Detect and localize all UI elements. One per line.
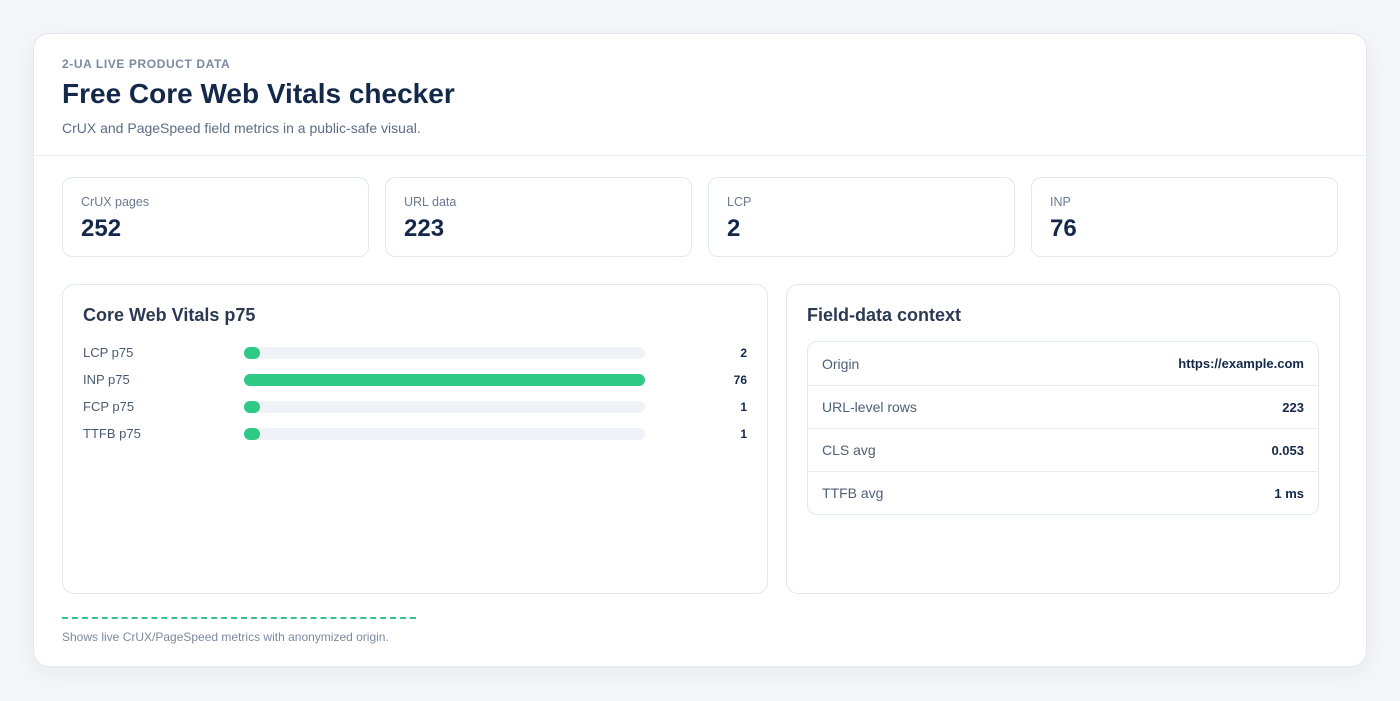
stat-card-inp: INP 76 xyxy=(1031,177,1338,257)
context-row-origin: Origin https://example.com xyxy=(808,342,1318,385)
stat-value: 223 xyxy=(404,215,445,242)
stat-label: LCP xyxy=(727,195,752,209)
stat-value: 76 xyxy=(1050,215,1077,242)
stats-row: CrUX pages 252 URL data 223 LCP 2 INP 76 xyxy=(62,177,1340,257)
bar-row-inp: INP p75 76 xyxy=(83,366,747,393)
bar-row-lcp: LCP p75 2 xyxy=(83,339,747,366)
context-key: Origin xyxy=(822,355,860,372)
stat-label: INP xyxy=(1050,195,1071,209)
bar-label: INP p75 xyxy=(83,372,130,387)
bar-value: 2 xyxy=(740,345,747,360)
bar-track xyxy=(244,346,645,359)
page-subtitle: CrUX and PageSpeed field metrics in a pu… xyxy=(62,120,421,136)
stat-value: 252 xyxy=(81,215,122,242)
stat-label: CrUX pages xyxy=(81,195,150,209)
context-key: URL-level rows xyxy=(822,399,917,415)
stat-card-lcp: LCP 2 xyxy=(708,177,1015,257)
footer-note: Shows live CrUX/PageSpeed metrics with a… xyxy=(62,630,389,644)
bar-label: LCP p75 xyxy=(83,345,134,360)
context-row-ttfb-avg: TTFB avg 1 ms xyxy=(808,471,1318,514)
context-row-url-level-rows: URL-level rows 223 xyxy=(808,385,1318,428)
stat-card-crux-pages: CrUX pages 252 xyxy=(62,177,369,257)
bar-value: 1 xyxy=(740,399,747,414)
bar-label: TTFB p75 xyxy=(83,426,141,441)
context-value: 223 xyxy=(1282,399,1304,415)
bar-fill xyxy=(244,427,261,440)
bar-fill xyxy=(244,373,645,386)
stat-value: 2 xyxy=(727,215,741,242)
bar-track xyxy=(244,427,645,440)
context-panel-title: Field-data context xyxy=(807,305,962,325)
bar-fill xyxy=(244,400,261,413)
stat-label: URL data xyxy=(404,195,457,209)
context-row-cls-avg: CLS avg 0.053 xyxy=(808,428,1318,471)
vitals-panel: Core Web Vitals p75 LCP p75 2 INP p75 76… xyxy=(62,284,768,594)
context-value: 1 ms xyxy=(1274,485,1304,501)
page-title: Free Core Web Vitals checker xyxy=(62,78,455,109)
bar-track xyxy=(244,373,645,386)
footer-divider xyxy=(62,617,416,619)
vitals-card: 2-UA LIVE PRODUCT DATA Free Core Web Vit… xyxy=(33,33,1367,667)
eyebrow-label: 2-UA LIVE PRODUCT DATA xyxy=(62,57,231,71)
bar-row-fcp: FCP p75 1 xyxy=(83,393,747,420)
context-value: https://example.com xyxy=(1178,356,1304,371)
bar-label: FCP p75 xyxy=(83,399,135,414)
context-value: 0.053 xyxy=(1271,442,1304,458)
vitals-bar-list: LCP p75 2 INP p75 76 FCP p75 1 xyxy=(83,339,747,447)
vitals-panel-title: Core Web Vitals p75 xyxy=(83,305,256,325)
context-panel: Field-data context Origin https://exampl… xyxy=(786,284,1340,594)
stat-card-url-data: URL data 223 xyxy=(385,177,692,257)
context-table: Origin https://example.com URL-level row… xyxy=(807,341,1319,515)
bar-fill xyxy=(244,346,261,359)
card-header: 2-UA LIVE PRODUCT DATA Free Core Web Vit… xyxy=(34,34,1366,156)
context-key: CLS avg xyxy=(822,442,876,458)
bar-row-ttfb: TTFB p75 1 xyxy=(83,420,747,447)
context-key: TTFB avg xyxy=(822,485,884,501)
bar-value: 76 xyxy=(733,372,747,387)
bar-value: 1 xyxy=(740,426,747,441)
bar-track xyxy=(244,400,645,413)
